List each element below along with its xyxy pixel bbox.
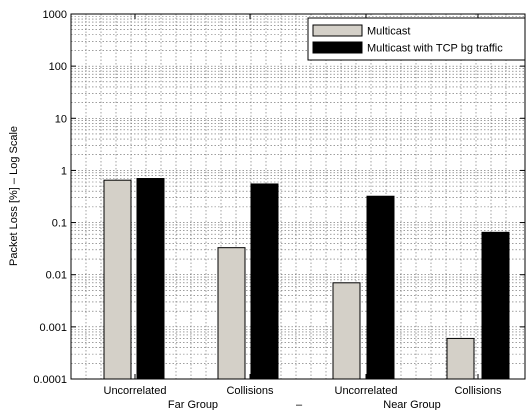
group-separator: – [296,399,303,410]
legend-label-multicast: Multicast [367,26,410,38]
bar-multicast-tcp [366,195,395,380]
y-tick-label: 0.01 [46,270,67,282]
bars [103,178,510,380]
bar-multicast [446,337,475,380]
group-label-near: Near Group [383,399,440,410]
legend: Multicast Multicast with TCP bg traffic [307,17,526,61]
y-tick-label: 1 [61,165,67,177]
y-tick-label: 0.001 [39,322,67,334]
bar-multicast [103,179,132,380]
legend-label-multicast-tcp: Multicast with TCP bg traffic [367,43,503,55]
y-tick-label: 10 [55,113,67,125]
x-category-label: Uncorrelated [104,385,167,397]
bar-multicast [332,282,361,380]
bar-multicast [217,247,246,380]
y-tick-label: 0.1 [52,218,67,230]
group-label-far: Far Group [168,399,218,410]
x-category-label: Collisions [454,385,502,397]
y-tick-label: 0.0001 [33,374,67,386]
grid-lines [71,14,525,379]
x-category-label: Uncorrelated [335,385,398,397]
y-axis-label: Packet Loss [%] – Log Scale [8,126,20,266]
y-tick-label: 1000 [43,9,67,21]
bar-multicast-tcp [481,231,510,380]
legend-swatch-multicast-tcp [312,41,363,54]
plot-area-frame [70,13,526,380]
axis-ticks: 0.0001 0.001 0.01 0.1 1 10 100 1000 [33,9,525,386]
bar-multicast-tcp [136,178,165,380]
x-category-label: Collisions [226,385,274,397]
legend-swatch-multicast [312,24,363,37]
y-tick-label: 100 [49,61,67,73]
bar-multicast-tcp [250,183,279,380]
